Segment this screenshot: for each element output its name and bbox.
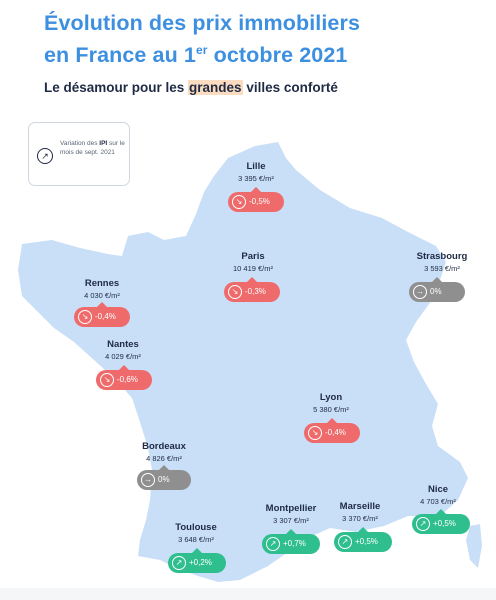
variation-value: +0,2% (189, 558, 212, 567)
arrow-up-right-icon: ↗ (172, 556, 186, 570)
arrow-down-right-icon: ↘ (232, 195, 246, 209)
city-price: 3 395 €/m² (238, 174, 274, 183)
title-superscript: er (195, 43, 208, 57)
variation-value: 0% (430, 287, 442, 296)
city-name: Paris (241, 251, 265, 262)
city-price: 5 380 €/m² (313, 405, 349, 414)
arrow-up-right-icon: ↗ (266, 537, 280, 551)
city-name: Lille (246, 161, 266, 172)
arrow-down-right-icon: ↘ (100, 373, 114, 387)
variation-badge-strasbourg: → 0% (409, 277, 465, 302)
subtitle-highlight: grandes (188, 80, 243, 95)
legend-text-end: sur le mois de sept. 2021 (60, 140, 125, 156)
city-name: Strasbourg (416, 251, 468, 262)
variation-badge-paris: ↘ -0,3% (224, 277, 280, 302)
legend-text-start: Variation des (60, 140, 100, 147)
page-title: Évolution des prix immobiliers en France… (44, 10, 360, 69)
city-label-montpellier: Montpellier 3 307 €/m² (246, 503, 336, 525)
arrow-right-icon: → (413, 285, 427, 299)
variation-badge-lyon: ↘ -0,4% (304, 418, 360, 443)
city-name: Toulouse (175, 522, 217, 533)
variation-badge-marseille: ↗ +0,5% (334, 527, 392, 552)
city-name: Bordeaux (142, 441, 186, 452)
city-label-lyon: Lyon 5 380 €/m² (286, 392, 376, 414)
city-name: Rennes (84, 278, 120, 289)
variation-value: +0,5% (433, 519, 456, 528)
arrow-down-right-icon: ↘ (228, 285, 242, 299)
legend-box: ↗ Variation des IPI sur le mois de sept.… (28, 122, 130, 186)
city-name: Montpellier (265, 503, 317, 514)
city-price: 3 593 €/m² (424, 264, 460, 273)
city-label-toulouse: Toulouse 3 648 €/m² (151, 522, 241, 544)
variation-value: -0,4% (325, 428, 346, 437)
city-price: 10 419 €/m² (232, 264, 274, 273)
arrow-down-right-icon: ↘ (78, 310, 92, 324)
arrow-down-right-icon: ↘ (308, 426, 322, 440)
title-line-2-end: octobre 2021 (207, 43, 348, 68)
arrow-right-icon: → (141, 473, 155, 487)
arrow-up-right-circle-icon: ↗ (37, 148, 53, 164)
city-label-lille: Lille 3 395 €/m² (211, 161, 301, 183)
variation-value: +0,5% (355, 537, 378, 546)
arrow-up-right-icon: ↗ (416, 517, 430, 531)
variation-value: 0% (158, 475, 170, 484)
city-label-marseille: Marseille 3 370 €/m² (320, 501, 400, 523)
variation-value: +0,7% (283, 539, 306, 548)
subtitle-start: Le désamour pour les (44, 80, 189, 95)
city-name: Nantes (107, 339, 139, 350)
france-mainland-shape (18, 142, 468, 582)
city-price: 3 307 €/m² (273, 516, 309, 525)
city-price: 4 030 €/m² (84, 291, 120, 300)
city-name: Marseille (339, 501, 381, 512)
variation-badge-nantes: ↘ -0,6% (96, 365, 152, 390)
subtitle-end: villes conforté (242, 80, 338, 95)
corsica-shape (466, 524, 482, 568)
city-price: 3 370 €/m² (342, 514, 378, 523)
city-price: 3 648 €/m² (178, 535, 214, 544)
legend-text-bold: IPI (99, 140, 108, 147)
city-label-strasbourg: Strasbourg 3 593 €/m² (402, 251, 482, 273)
variation-value: -0,4% (95, 312, 116, 321)
city-label-nantes: Nantes 4 029 €/m² (78, 339, 168, 361)
city-label-bordeaux: Bordeaux 4 826 €/m² (119, 441, 209, 463)
city-name: Lyon (319, 392, 343, 403)
title-line-2: en France au 1er octobre 2021 (44, 43, 347, 67)
variation-badge-toulouse: ↗ +0,2% (168, 548, 226, 573)
city-price: 4 826 €/m² (146, 454, 182, 463)
legend-text: Variation des IPI sur le mois de sept. 2… (60, 139, 126, 157)
footer-band (0, 588, 496, 600)
variation-value: -0,5% (249, 197, 270, 206)
variation-value: -0,6% (117, 375, 138, 384)
title-line-1: Évolution des prix immobiliers (44, 11, 361, 35)
city-name: Nice (427, 484, 449, 495)
variation-badge-nice: ↗ +0,5% (412, 509, 470, 534)
city-label-paris: Paris 10 419 €/m² (208, 251, 298, 273)
subtitle: Le désamour pour les grandes villes conf… (44, 80, 338, 95)
variation-badge-lille: ↘ -0,5% (228, 187, 284, 212)
variation-badge-rennes: ↘ -0,4% (74, 302, 130, 327)
variation-value: -0,3% (245, 287, 266, 296)
variation-badge-montpellier: ↗ +0,7% (262, 529, 320, 554)
title-line-2-start: en France au 1 (44, 43, 196, 68)
city-price: 4 029 €/m² (105, 352, 141, 361)
city-price: 4 703 €/m² (420, 497, 456, 506)
arrow-up-right-icon: ↗ (338, 535, 352, 549)
city-label-rennes: Rennes 4 030 €/m² (57, 278, 147, 300)
city-label-nice: Nice 4 703 €/m² (400, 484, 476, 506)
variation-badge-bordeaux: → 0% (137, 465, 191, 490)
